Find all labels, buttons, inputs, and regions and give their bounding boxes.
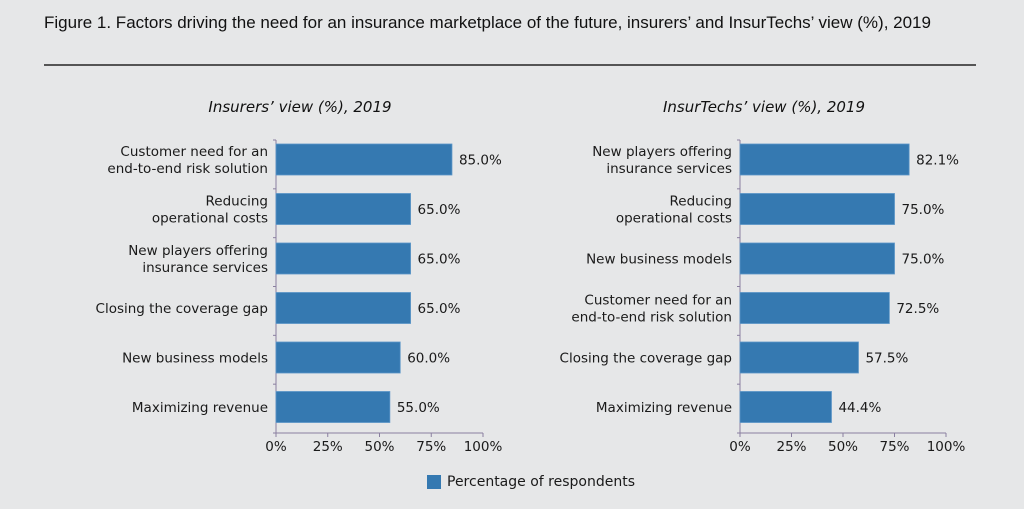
- insurtechs-value-label: 82.1%: [916, 153, 959, 169]
- insurers-bar: [275, 193, 411, 225]
- insurtechs-category-label: New business models: [586, 252, 732, 268]
- insurers-value-label: 65.0%: [418, 252, 461, 268]
- legend-swatch: [427, 475, 441, 489]
- insurtechs-value-label: 75.0%: [902, 202, 945, 218]
- legend-label: Percentage of respondents: [447, 474, 635, 490]
- insurers-category-label: insurance services: [142, 260, 268, 276]
- insurers-bar: [275, 391, 391, 423]
- insurtechs-category-label: Maximizing revenue: [596, 400, 732, 416]
- insurtechs-value-label: 57.5%: [865, 351, 908, 367]
- insurtechs-category-label: insurance services: [606, 161, 732, 177]
- insurtechs-chart-title: InsurTechs’ view (%), 2019: [663, 98, 865, 116]
- legend: Percentage of respondents: [427, 474, 635, 490]
- insurers-x-tick-label: 75%: [416, 439, 446, 455]
- insurtechs-value-label: 44.4%: [838, 400, 881, 416]
- insurers-category-label: New business models: [122, 351, 268, 367]
- insurtechs-category-label: Customer need for an: [584, 293, 732, 309]
- insurers-category-label: Maximizing revenue: [132, 400, 268, 416]
- insurtechs-bar: [739, 242, 895, 275]
- insurers-x-tick-label: 0%: [265, 439, 287, 455]
- insurers-category-label: operational costs: [152, 211, 268, 227]
- insurtechs-x-tick-label: 25%: [776, 439, 806, 455]
- insurers-value-label: 85.0%: [459, 153, 502, 169]
- insurers-category-label: end-to-end risk solution: [107, 161, 268, 177]
- insurtechs-category-label: Closing the coverage gap: [560, 351, 732, 367]
- insurtechs-x-tick-label: 0%: [729, 439, 751, 455]
- insurtechs-category-label: New players offering: [592, 144, 732, 160]
- insurers-bar: [275, 242, 411, 275]
- insurers-value-label: 65.0%: [418, 301, 461, 317]
- insurtechs-value-label: 72.5%: [896, 301, 939, 317]
- insurers-category-label: New players offering: [128, 243, 268, 259]
- insurers-category-label: Closing the coverage gap: [96, 301, 268, 317]
- insurtechs-bar: [739, 143, 910, 176]
- insurers-bar: [275, 143, 453, 176]
- insurtechs-bar: [739, 292, 890, 324]
- insurtechs-x-tick-label: 50%: [828, 439, 858, 455]
- insurtechs-category-label: Reducing: [669, 194, 732, 210]
- insurtechs-value-label: 75.0%: [902, 252, 945, 268]
- insurers-category-label: Customer need for an: [120, 144, 268, 160]
- insurers-category-label: Reducing: [205, 194, 268, 210]
- figure-title: Figure 1. Factors driving the need for a…: [44, 13, 931, 32]
- insurtechs-bar: [739, 391, 832, 423]
- insurers-value-label: 65.0%: [418, 202, 461, 218]
- insurers-chart-title: Insurers’ view (%), 2019: [208, 98, 391, 116]
- insurers-x-tick-label: 100%: [464, 439, 503, 455]
- insurtechs-x-tick-label: 100%: [927, 439, 966, 455]
- insurers-value-label: 55.0%: [397, 400, 440, 416]
- insurtechs-bar: [739, 193, 895, 225]
- insurtechs-category-label: operational costs: [616, 211, 732, 227]
- insurtechs-x-tick-label: 75%: [879, 439, 909, 455]
- insurers-x-tick-label: 25%: [313, 439, 343, 455]
- insurtechs-bar: [739, 341, 859, 374]
- insurers-bar: [275, 292, 411, 324]
- insurers-x-tick-label: 50%: [364, 439, 394, 455]
- title-divider: [44, 64, 976, 66]
- insurers-bar: [275, 341, 401, 374]
- insurtechs-category-label: end-to-end risk solution: [571, 310, 732, 326]
- insurers-value-label: 60.0%: [407, 351, 450, 367]
